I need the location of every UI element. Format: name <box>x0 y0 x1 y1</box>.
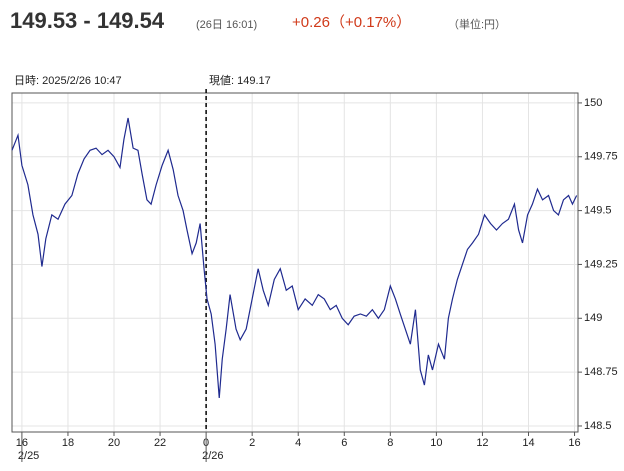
cursor-value: 現値: 149.17 <box>209 74 271 87</box>
y-tick-label: 148.5 <box>584 420 612 432</box>
x-tick-label: 4 <box>295 437 301 449</box>
price-change: +0.26（+0.17%） <box>292 14 411 31</box>
x-tick-label: 18 <box>62 437 74 449</box>
unit-label: （単位:円） <box>448 17 506 31</box>
price-line <box>11 117 578 399</box>
x-tick-label: 6 <box>341 437 347 449</box>
x-tick-label: 22 <box>154 437 166 449</box>
price-title: 149.53 - 149.54 <box>10 8 165 33</box>
date-label: 2/25 <box>18 450 39 462</box>
y-tick-label: 149.25 <box>584 258 618 270</box>
x-tick-label: 2 <box>249 437 255 449</box>
x-tick-label: 12 <box>476 437 488 449</box>
x-tick-label: 8 <box>387 437 393 449</box>
date-label: 2/26 <box>202 450 223 462</box>
plot-frame <box>11 92 579 433</box>
y-tick-label: 149.5 <box>584 205 612 217</box>
y-tick-label: 148.75 <box>584 366 618 378</box>
timestamp: (26日 16:01) <box>196 19 257 31</box>
x-tick-label: 14 <box>522 437 534 449</box>
y-tick-label: 150 <box>584 97 602 109</box>
x-tick-label: 16 <box>568 437 580 449</box>
cursor-time: 日時: 2025/2/26 10:47 <box>14 74 122 87</box>
x-tick-label: 10 <box>430 437 442 449</box>
y-tick-label: 149 <box>584 312 602 324</box>
y-tick-label: 149.75 <box>584 151 618 163</box>
x-tick-label: 20 <box>108 437 120 449</box>
